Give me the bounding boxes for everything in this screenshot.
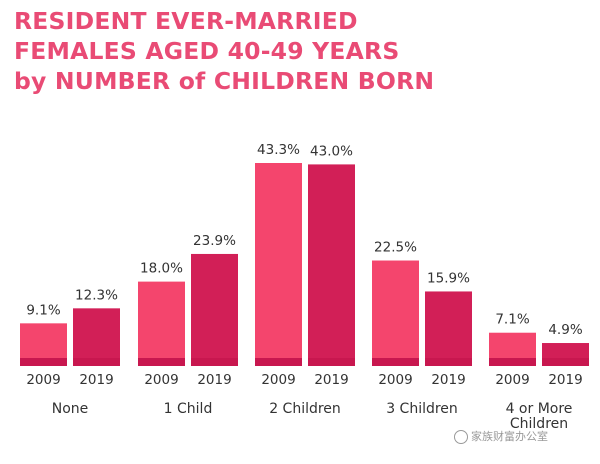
bar-base-band-4-or-more-children-2019 bbox=[542, 358, 589, 366]
year-label-1-child-2009: 2009 bbox=[144, 372, 178, 388]
data-label-1-child-2009: 18.0% bbox=[140, 261, 183, 277]
year-label-1-child-2019: 2019 bbox=[197, 372, 231, 388]
bar-1-child-2009 bbox=[138, 281, 185, 366]
bar-base-band-1-child-2009 bbox=[138, 358, 185, 366]
bar-3-children-2019 bbox=[425, 291, 472, 366]
bar-1-child-2019 bbox=[191, 253, 238, 366]
year-label-3-children-2009: 2009 bbox=[378, 372, 412, 388]
chart-title-line-1: RESIDENT EVER-MARRIED bbox=[14, 7, 358, 35]
wechat-icon bbox=[454, 430, 468, 444]
year-label-4-or-more-children-2009: 2009 bbox=[495, 372, 529, 388]
year-label-none-2009: 2009 bbox=[26, 372, 60, 388]
data-label-3-children-2009: 22.5% bbox=[374, 240, 417, 256]
data-label-2-children-2019: 43.0% bbox=[310, 143, 353, 159]
category-label-2-children: 2 Children bbox=[269, 401, 341, 417]
bar-base-band-1-child-2019 bbox=[191, 358, 238, 366]
chart-title-line-2: FEMALES AGED 40-49 YEARS bbox=[14, 37, 400, 65]
bar-base-band-3-children-2009 bbox=[372, 358, 419, 366]
bar-none-2019 bbox=[73, 308, 120, 366]
category-label-3-children: 3 Children bbox=[386, 401, 458, 417]
watermark: 家族财富办公室 bbox=[454, 428, 548, 444]
data-label-none-2009: 9.1% bbox=[26, 302, 60, 318]
year-label-none-2019: 2019 bbox=[79, 372, 113, 388]
bar-base-band-none-2019 bbox=[73, 358, 120, 366]
chart-title-line-3: by NUMBER of CHILDREN BORN bbox=[14, 67, 435, 95]
data-label-none-2019: 12.3% bbox=[75, 287, 118, 303]
category-label-1-child: 1 Child bbox=[164, 401, 213, 417]
category-label-none: None bbox=[52, 401, 89, 417]
category-label-4-or-more-children-line-2: Children bbox=[510, 416, 568, 432]
bar-base-band-none-2009 bbox=[20, 358, 67, 366]
data-label-1-child-2019: 23.9% bbox=[193, 233, 236, 249]
chart-title: RESIDENT EVER-MARRIED FEMALES AGED 40-49… bbox=[14, 6, 434, 96]
data-label-4-or-more-children-2009: 7.1% bbox=[495, 312, 529, 328]
bar-base-band-2-children-2019 bbox=[308, 358, 355, 366]
bar-2-children-2019 bbox=[308, 164, 355, 366]
bar-2-children-2009 bbox=[255, 163, 302, 366]
bar-base-band-4-or-more-children-2009 bbox=[489, 358, 536, 366]
year-label-3-children-2019: 2019 bbox=[431, 372, 465, 388]
bar-base-band-2-children-2009 bbox=[255, 358, 302, 366]
watermark-text: 家族财富办公室 bbox=[471, 430, 548, 443]
year-label-4-or-more-children-2019: 2019 bbox=[548, 372, 582, 388]
year-label-2-children-2009: 2009 bbox=[261, 372, 295, 388]
data-label-4-or-more-children-2019: 4.9% bbox=[548, 322, 582, 338]
bar-base-band-3-children-2019 bbox=[425, 358, 472, 366]
year-label-2-children-2019: 2019 bbox=[314, 372, 348, 388]
bar-3-children-2009 bbox=[372, 260, 419, 366]
data-label-2-children-2009: 43.3% bbox=[257, 142, 300, 158]
category-label-4-or-more-children-line-1: 4 or More bbox=[506, 401, 573, 417]
data-label-3-children-2019: 15.9% bbox=[427, 270, 470, 286]
